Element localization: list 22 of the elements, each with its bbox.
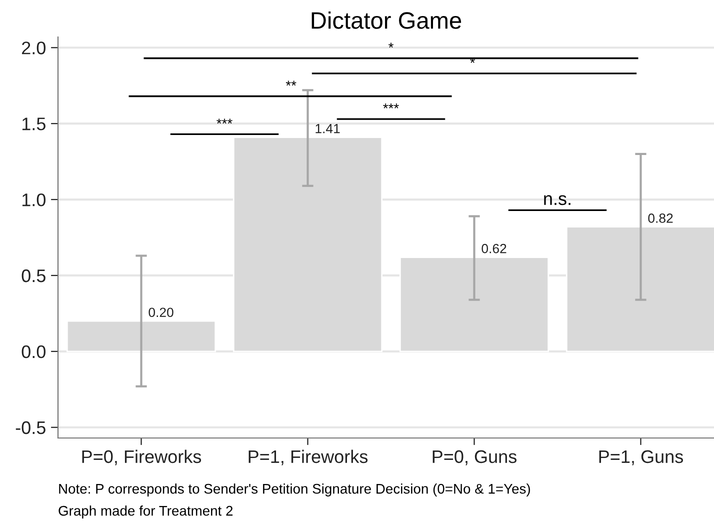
y-tick-label: 0.0 xyxy=(22,345,46,358)
data-label: 0.82 xyxy=(648,214,673,223)
annotation: *** xyxy=(383,104,399,108)
x-tick-label: P=0, Fireworks xyxy=(82,450,202,466)
annotation: ** xyxy=(286,80,296,86)
data-label: 0.62 xyxy=(482,244,506,254)
data-label: 0.20 xyxy=(148,308,174,318)
y-tick-label: -0.5 xyxy=(16,421,46,434)
y-tick-label: 1.5 xyxy=(22,118,46,130)
y-tick-label: 1.0 xyxy=(22,193,46,206)
annotation: * xyxy=(388,42,394,48)
y-tick-label: 2.0 xyxy=(22,42,46,54)
annotation: *** xyxy=(216,118,232,124)
x-tick-label: P=0, Guns xyxy=(432,450,516,466)
chart-title: Dictator Game xyxy=(312,12,462,29)
text: Note: P corresponds to Sender's Petition Signature Decision (0=No & 1=Yes) xyxy=(59,484,530,496)
data-label: 1.41 xyxy=(316,124,340,134)
x-tick-label: P=1, Guns xyxy=(599,450,683,466)
annotation: n.s. xyxy=(544,195,570,206)
text: Graph made for Treatment 2 xyxy=(58,506,233,518)
x-tick-label: P=1, Fireworks xyxy=(248,450,368,466)
y-tick-label: 0.5 xyxy=(22,269,46,282)
